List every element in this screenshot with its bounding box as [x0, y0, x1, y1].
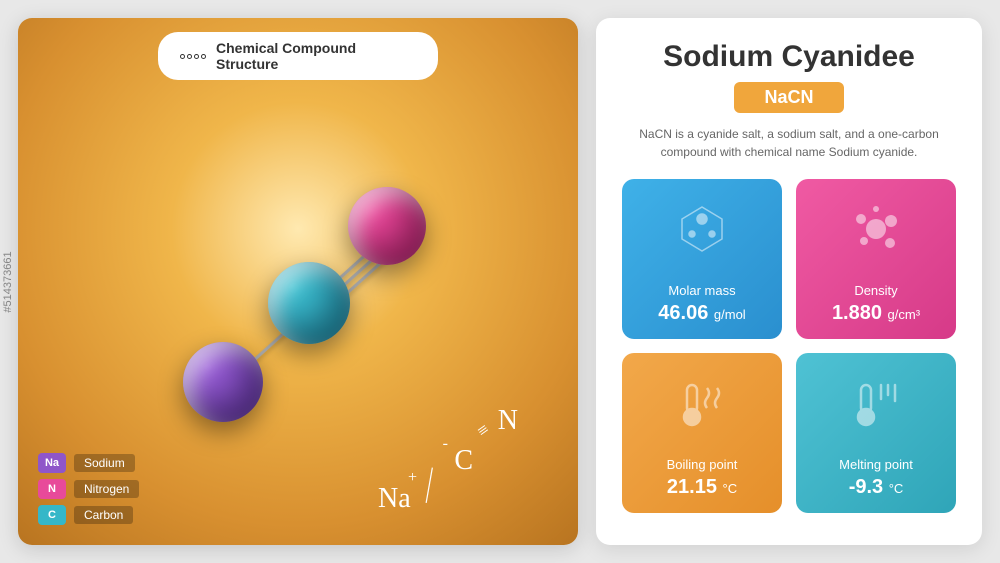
structure-header-text: Chemical Compound Structure	[216, 40, 416, 72]
formula-na: Na	[378, 483, 411, 515]
watermark: #514373661	[2, 251, 14, 312]
structural-formula: N ≡ C - ／ Na +	[378, 405, 518, 515]
melting-point-icon	[846, 373, 906, 438]
legend-label: Sodium	[74, 454, 135, 472]
atom-nitrogen	[348, 187, 426, 265]
formula-c: C	[454, 445, 473, 477]
molecule-icon	[180, 54, 206, 59]
prop-value: 21.15 °C	[667, 476, 737, 499]
density-icon	[846, 199, 906, 264]
prop-label: Melting point	[839, 457, 913, 472]
legend-chip: N	[38, 479, 66, 499]
legend-label: Carbon	[74, 506, 133, 524]
structure-panel: Chemical Compound Structure Na Sodium N Nit…	[18, 18, 578, 545]
legend-chip: Na	[38, 453, 66, 473]
formula-c-charge: -	[443, 435, 448, 453]
formula-na-charge: +	[408, 469, 417, 487]
prop-label: Molar mass	[668, 283, 735, 298]
prop-label: Density	[854, 283, 897, 298]
atom-carbon	[268, 262, 350, 344]
prop-value: 46.06 g/mol	[658, 302, 745, 325]
legend-item-c: C Carbon	[38, 505, 139, 525]
info-panel: Sodium Cyanidee NaCN NaCN is a cyanide s…	[596, 18, 982, 545]
legend-label: Nitrogen	[74, 480, 139, 498]
formula-n: N	[498, 405, 518, 437]
prop-melting-point: Melting point -9.3 °C	[796, 353, 956, 513]
prop-value: 1.880 g/cm³	[832, 302, 920, 325]
boiling-point-icon	[672, 373, 732, 438]
prop-value: -9.3 °C	[849, 476, 904, 499]
prop-label: Boiling point	[667, 457, 738, 472]
atom-sodium	[183, 342, 263, 422]
compound-description: NaCN is a cyanide salt, a sodium salt, a…	[629, 125, 949, 161]
atom-legend: Na Sodium N Nitrogen C Carbon	[38, 453, 139, 525]
prop-boiling-point: Boiling point 21.15 °C	[622, 353, 782, 513]
molar-mass-icon	[672, 199, 732, 264]
prop-density: Density 1.880 g/cm³	[796, 179, 956, 339]
compound-formula: NaCN	[734, 82, 843, 113]
legend-item-n: N Nitrogen	[38, 479, 139, 499]
prop-molar-mass: Molar mass 46.06 g/mol	[622, 179, 782, 339]
legend-chip: C	[38, 505, 66, 525]
legend-item-na: Na Sodium	[38, 453, 139, 473]
compound-name: Sodium Cyanidee	[663, 40, 915, 74]
properties-grid: Molar mass 46.06 g/mol Density 1.880 g/cm³ B…	[622, 179, 956, 513]
molecule-3d	[148, 132, 448, 432]
structure-header: Chemical Compound Structure	[158, 32, 438, 80]
